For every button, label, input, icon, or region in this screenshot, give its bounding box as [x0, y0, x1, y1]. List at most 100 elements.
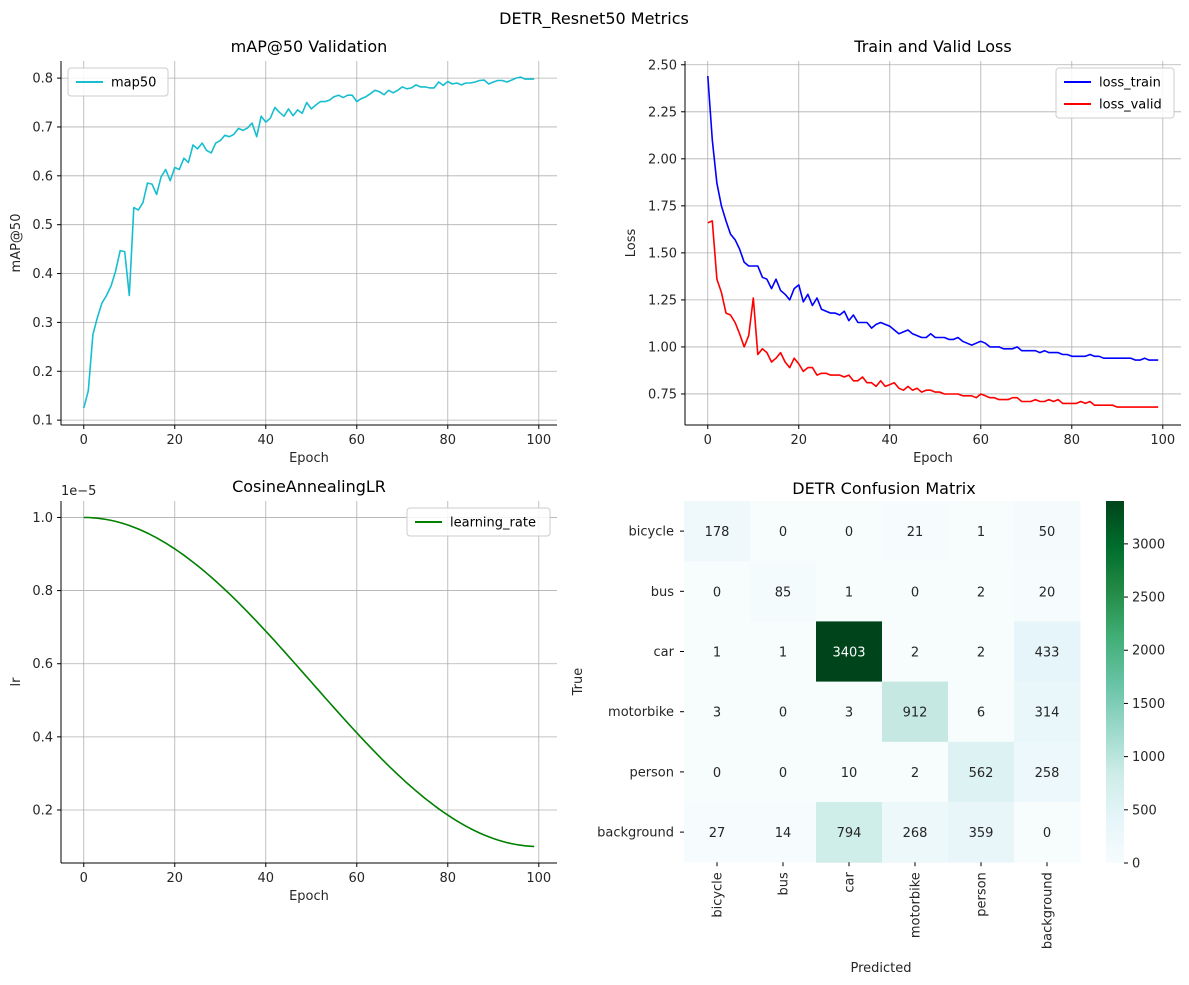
y-tick-label: 0.75 — [648, 387, 677, 402]
y-axis-label: lr — [9, 677, 24, 687]
legend-label-learning_rate: learning_rate — [450, 516, 536, 531]
x-tick-label: 0 — [704, 433, 712, 448]
x-tick-label: 60 — [349, 871, 366, 886]
cell-value: 0 — [779, 766, 787, 781]
y-tick-label: 0.6 — [32, 657, 53, 672]
heatmap-cell — [948, 501, 1015, 562]
cell-value: 0 — [779, 525, 787, 540]
learning-rate-chart: 0 20 40 60 80 100 0.2 0.4 0.6 0.8 1.0 CosineAnneali… — [9, 477, 557, 904]
cell-value: 2 — [977, 585, 985, 600]
x-tick-label: 80 — [440, 871, 457, 886]
cell-value: 562 — [969, 766, 994, 781]
x-tick-label: 20 — [166, 871, 183, 886]
chart-title: Train and Valid Loss — [853, 37, 1011, 56]
legend-label-map50: map50 — [111, 76, 156, 91]
heatmap-cell — [948, 621, 1015, 683]
cell-value: 6 — [977, 706, 985, 721]
heatmap-cell — [1014, 501, 1081, 562]
x-axis-label: Predicted — [850, 961, 911, 976]
figure-title: DETR_Resnet50 Metrics — [499, 9, 689, 29]
column-label: car — [843, 872, 858, 893]
heatmap-cell — [1014, 741, 1081, 803]
y-tick-label: 0.3 — [32, 316, 53, 331]
x-axis-label: Epoch — [913, 451, 953, 466]
chart-title: mAP@50 Validation — [231, 37, 388, 56]
heatmap-cell — [948, 561, 1015, 622]
colorbar-tick-label: 1000 — [1132, 750, 1165, 765]
heatmap-cell — [948, 802, 1015, 863]
chart-title: CosineAnnealingLR — [232, 477, 386, 496]
y-tick-label: 1.75 — [648, 199, 677, 214]
x-tick-label: 100 — [526, 433, 551, 448]
heatmap-cell — [684, 501, 751, 562]
heatmap-cell — [1014, 802, 1081, 863]
cell-value: 314 — [1035, 706, 1060, 721]
cell-value: 1 — [713, 646, 721, 661]
x-tick-label: 20 — [166, 433, 183, 448]
row-label: background — [597, 826, 674, 841]
column-label: bicycle — [711, 872, 726, 917]
x-tick-label: 40 — [257, 433, 274, 448]
heatmap-cell — [684, 681, 751, 743]
y-tick-label: 1.0 — [32, 511, 53, 526]
heatmap-cell — [750, 621, 817, 683]
colorbar — [1106, 501, 1124, 863]
heatmap-cell — [684, 561, 751, 622]
heatmap-cell — [750, 501, 817, 562]
cell-value: 1 — [977, 525, 985, 540]
x-tick-label: 80 — [1064, 433, 1081, 448]
x-tick-label: 20 — [790, 433, 807, 448]
x-tick-label: 40 — [257, 871, 274, 886]
heatmap-cell — [750, 802, 817, 863]
cell-value: 0 — [1043, 826, 1051, 841]
row-label: bicycle — [629, 525, 674, 540]
chart-title: DETR Confusion Matrix — [792, 479, 975, 498]
y-tick-label: 0.5 — [32, 218, 53, 233]
colorbar-tick-label: 1500 — [1132, 697, 1165, 712]
map50-chart: 0 20 40 60 80 100 0.1 0.2 0.3 0.4 0.5 0.6 0.7 0.8 mAP@… — [9, 37, 557, 466]
colorbar-tick-label: 500 — [1132, 803, 1157, 818]
cell-value: 0 — [845, 525, 853, 540]
y-tick-label: 0.2 — [32, 803, 53, 818]
y-tick-label: 0.4 — [32, 267, 53, 282]
cell-value: 10 — [841, 766, 858, 781]
heatmap-cell — [750, 681, 817, 743]
x-axis-label: Epoch — [289, 451, 329, 466]
y-tick-label: 2.50 — [648, 58, 677, 73]
y-tick-label: 0.2 — [32, 365, 53, 380]
legend-box — [1055, 67, 1175, 119]
x-tick-label: 80 — [440, 433, 457, 448]
heatmap-cell — [816, 802, 883, 863]
series-line-loss_train — [707, 75, 1159, 361]
cell-value: 433 — [1035, 646, 1060, 661]
heatmap-cell — [816, 741, 883, 803]
heatmap-cell — [1014, 621, 1081, 683]
x-tick-label: 60 — [349, 433, 366, 448]
x-tick-label: 100 — [526, 871, 551, 886]
cell-value: 3 — [845, 706, 853, 721]
heatmap-cell — [882, 741, 949, 803]
heatmap-cell — [948, 741, 1015, 803]
x-tick-label: 60 — [973, 433, 990, 448]
y-tick-label: 0.8 — [32, 72, 53, 87]
heatmap-cell — [750, 561, 817, 622]
y-axis-label: True — [571, 668, 586, 697]
y-tick-label: 0.1 — [32, 414, 53, 429]
cell-value: 3 — [713, 706, 721, 721]
cell-value: 20 — [1039, 585, 1056, 600]
cell-value: 359 — [969, 826, 994, 841]
x-axis-label: Epoch — [289, 889, 329, 904]
x-tick-label: 100 — [1150, 433, 1175, 448]
legend: map50 — [67, 67, 169, 97]
cell-value: 0 — [779, 706, 787, 721]
colorbar-tick-label: 0 — [1132, 857, 1140, 872]
y-tick-label: 2.00 — [648, 152, 677, 167]
heatmap-cell — [816, 501, 883, 562]
cell-value: 1 — [845, 585, 853, 600]
heatmap-cell — [1014, 561, 1081, 622]
column-label: motorbike — [909, 872, 924, 938]
legend: learning_rate — [406, 507, 551, 537]
heatmap-cell — [882, 621, 949, 683]
legend-box — [406, 507, 551, 537]
